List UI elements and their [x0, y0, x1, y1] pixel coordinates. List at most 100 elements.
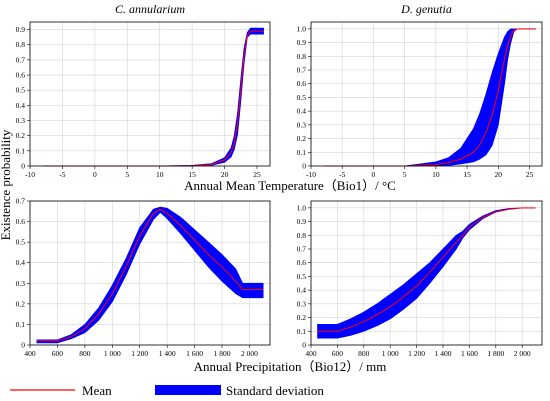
x-tick-label: 400 — [24, 349, 36, 358]
y-tick-label: 0.8 — [297, 231, 307, 240]
y-tick-label: 0.9 — [16, 25, 26, 34]
y-tick-label: 0 — [302, 341, 306, 350]
chart-panel-d-genutia-bio12: 400 600 800 1 000 1 200 1 400 1 600 1 800 2 000 0… — [297, 200, 543, 358]
chart-panel-c-annularium-bio1: -10 -5 0 5 10 15 20 25 0 0.1 0.2 0.3 0.4 0.5 0.6 0.7 0.8… — [16, 2, 271, 179]
mean-line — [323, 28, 536, 167]
y-tick-label: 0.5 — [16, 238, 26, 247]
y-tick-label: 0.2 — [297, 134, 307, 143]
x-tick-label: 600 — [332, 349, 344, 358]
y-tick-label: 0.7 — [16, 197, 26, 206]
x-tick-label: 2 000 — [241, 349, 258, 358]
x-tick-label: -5 — [59, 170, 65, 179]
chart-panel-c-annularium-bio12: 400 600 800 1 000 1 200 1 400 1 600 1 800 2 000 0… — [16, 197, 271, 358]
y-tick-label: 0.8 — [16, 40, 26, 49]
y-tick-label: 0.3 — [16, 279, 26, 288]
y-tick-label: 0.2 — [297, 313, 307, 322]
y-tick-label: 0.6 — [16, 71, 26, 80]
mean-line — [36, 208, 264, 342]
y-tick-label: 0.1 — [297, 148, 307, 157]
mean-line — [43, 30, 264, 167]
y-tick-label: 0 — [302, 162, 306, 171]
legend-sd-swatch — [155, 385, 221, 395]
x-tick-label: 5 — [125, 170, 129, 179]
y-tick-label: 0.8 — [297, 52, 307, 61]
legend-mean-label: Mean — [82, 383, 112, 398]
x-tick-label: 1 000 — [104, 349, 121, 358]
x-tick-label: 0 — [93, 170, 97, 179]
x-tick-label: 1 400 — [159, 349, 176, 358]
y-tick-label: 0.3 — [16, 116, 26, 125]
y-tick-label: 0.7 — [16, 55, 26, 64]
x-tick-label: 10 — [156, 170, 164, 179]
x-tick-label: 800 — [79, 349, 91, 358]
panel-title: D. genutia — [400, 2, 452, 16]
y-tick-label: 0.3 — [297, 120, 307, 129]
y-tick-label: 0.9 — [297, 217, 307, 226]
x-tick-label: 20 — [221, 170, 229, 179]
y-tick-label: 0.4 — [16, 101, 26, 110]
y-tick-label: 0.1 — [297, 327, 307, 336]
y-tick-label: 0.9 — [297, 38, 307, 47]
x-tick-label: 10 — [432, 170, 440, 179]
x-tick-label: 0 — [372, 170, 376, 179]
chart-panel-d-genutia-bio1: -10 -5 0 5 10 15 20 25 0 0.1 0.2 0.3 0.4 0.5 0.6 0.7 0.8… — [297, 2, 543, 179]
plot-frame — [29, 200, 271, 346]
x-tick-label: 1 600 — [461, 349, 478, 358]
y-axis-label: Existence probability — [0, 129, 13, 240]
mean-line — [317, 207, 536, 332]
y-tick-label: 0 — [21, 341, 25, 350]
plot-frame — [310, 21, 543, 167]
x-tick-label: 1 400 — [435, 349, 452, 358]
x-tick-label: 25 — [253, 170, 261, 179]
y-tick-label: 0.4 — [297, 286, 307, 295]
y-tick-label: 0.4 — [16, 258, 26, 267]
y-tick-label: 0.3 — [297, 299, 307, 308]
sd-band — [43, 27, 264, 167]
x-tick-label: 1 200 — [408, 349, 425, 358]
y-tick-label: 0.6 — [297, 258, 307, 267]
y-tick-label: 1.0 — [297, 203, 307, 212]
x-tick-label: 20 — [495, 170, 503, 179]
x-tick-label: 25 — [526, 170, 534, 179]
y-tick-label: 0.5 — [16, 86, 26, 95]
y-tick-label: 0.5 — [297, 93, 307, 102]
x-tick-label: 1 800 — [487, 349, 504, 358]
x-tick-label: -5 — [339, 170, 345, 179]
sd-band — [323, 28, 536, 167]
x-tick-label: 1 600 — [186, 349, 203, 358]
y-tick-label: 0.4 — [297, 107, 307, 116]
y-tick-label: 0.1 — [16, 146, 26, 155]
x-axis-label-temperature: Annual Mean Temperature（Bio1）/ °C — [184, 178, 396, 193]
y-tick-label: 0.5 — [297, 272, 307, 281]
x-tick-label: 1 800 — [214, 349, 231, 358]
y-tick-label: 0.6 — [297, 79, 307, 88]
y-tick-label: 0.2 — [16, 299, 26, 308]
x-tick-label: 5 — [403, 170, 407, 179]
plot-frame — [310, 200, 543, 346]
x-tick-label: 600 — [52, 349, 64, 358]
legend-sd-label: Standard deviation — [226, 383, 324, 398]
plot-frame — [29, 21, 271, 167]
y-tick-label: 0.7 — [297, 66, 307, 75]
y-tick-label: 0 — [21, 162, 25, 171]
x-axis-label-precipitation: Annual Precipitation（Bio12）/ mm — [194, 359, 387, 374]
sd-band — [317, 207, 536, 339]
y-tick-label: 0.7 — [297, 245, 307, 254]
chart-panels: -10 -5 0 5 10 15 20 25 0 0.1 0.2 0.3 0.4 0.5 0.6 0.7 0.8… — [16, 2, 543, 358]
y-tick-label: 0.6 — [16, 217, 26, 226]
y-tick-label: 0.2 — [16, 131, 26, 140]
x-tick-label: 15 — [463, 170, 471, 179]
y-tick-label: 0.1 — [16, 320, 26, 329]
x-tick-label: 400 — [305, 349, 317, 358]
legend: Mean Standard deviation — [10, 383, 324, 398]
x-tick-label: 2 000 — [514, 349, 531, 358]
x-tick-label: -10 — [25, 170, 35, 179]
y-tick-label: 1.0 — [297, 24, 307, 33]
x-tick-label: 800 — [358, 349, 370, 358]
sd-band — [36, 206, 264, 344]
panel-title: C. annularium — [115, 2, 185, 16]
x-tick-label: 1 000 — [382, 349, 399, 358]
x-tick-label: 15 — [188, 170, 196, 179]
x-tick-label: -10 — [306, 170, 316, 179]
